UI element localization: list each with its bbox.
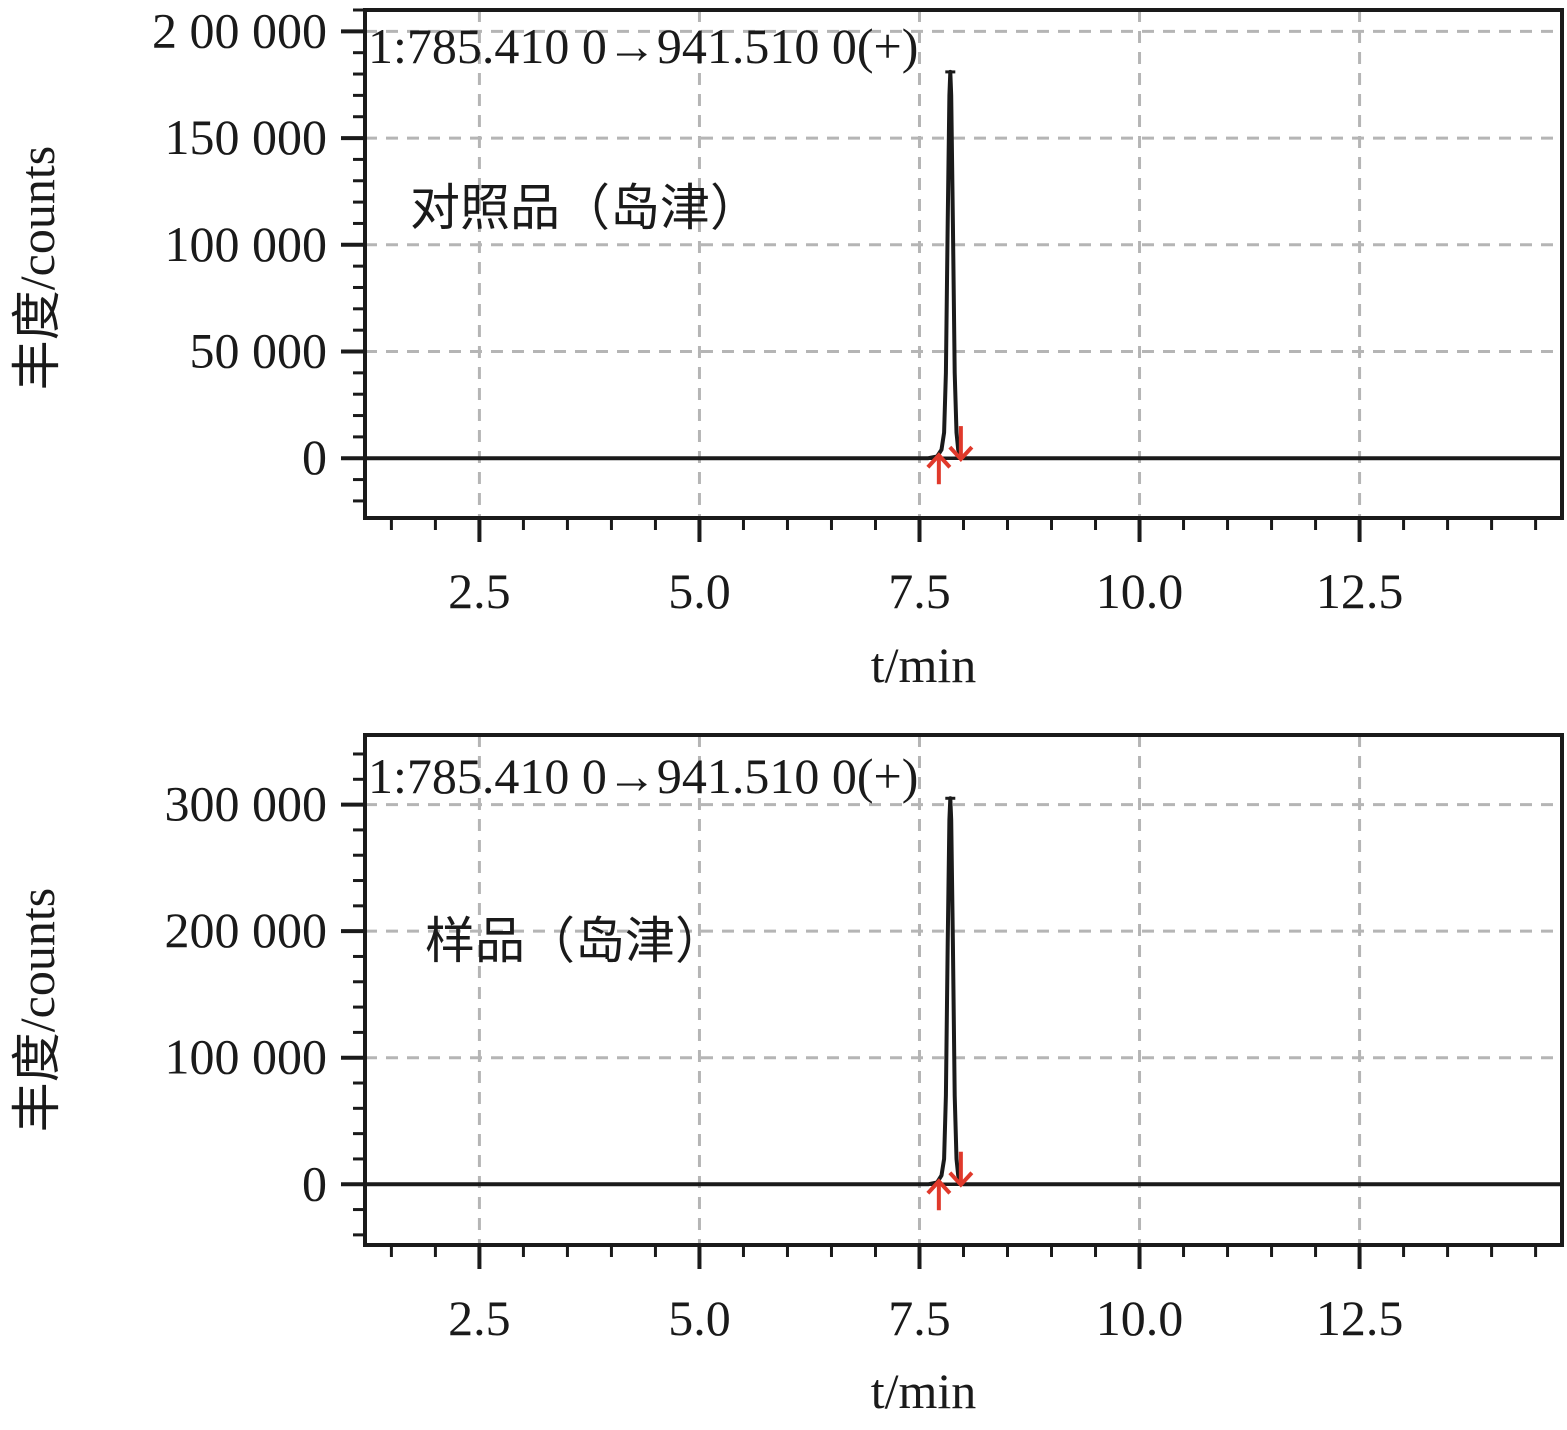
integration-marker-up — [926, 1178, 952, 1211]
y-tick-label: 0 — [302, 429, 327, 485]
x-axis-title: t/min — [871, 637, 977, 693]
marker-head — [926, 452, 952, 469]
transition-label: 1:785.410 0→941.510 0(+) — [368, 748, 918, 804]
y-axis-title: 丰度/counts — [9, 888, 65, 1132]
y-tick-label: 300 000 — [165, 776, 328, 832]
y-tick-label: 100 000 — [165, 216, 328, 272]
y-tick-label: 200 000 — [165, 902, 328, 958]
sample-annotation: 对照品（岛津） — [410, 180, 760, 236]
marker-head — [926, 1178, 952, 1195]
y-tick-label: 50 000 — [190, 323, 328, 379]
y-axis-title: 丰度/counts — [9, 146, 65, 390]
x-tick-label: 10.0 — [1096, 563, 1184, 619]
x-tick-label: 2.5 — [448, 1290, 511, 1346]
x-tick-label: 2.5 — [448, 563, 511, 619]
chromatogram-panel-sample: 0 100 000 200 000 300 000 2.5 5.0 7.5 10.0 12.5 t… — [9, 733, 1564, 1419]
chromatogram-trace — [365, 796, 1562, 1187]
chromatogram-panel-reference: 0 50 000 100 000 150 000 2 00 000 2.5 5.0 7.5 10… — [9, 2, 1564, 693]
x-tick-label: 12.5 — [1316, 1290, 1404, 1346]
integration-marker-down — [948, 1151, 974, 1188]
sample-annotation: 样品（岛津） — [425, 913, 725, 969]
x-tick-label: 5.0 — [668, 1290, 731, 1346]
x-tick-label: 5.0 — [668, 563, 731, 619]
y-tick-label: 150 000 — [165, 109, 328, 165]
plot-frame — [363, 8, 1564, 520]
transition-label: 1:785.410 0→941.510 0(+) — [368, 18, 918, 74]
y-tick-label: 0 — [302, 1155, 327, 1211]
x-tick-label: 7.5 — [888, 1290, 951, 1346]
x-tick-label: 12.5 — [1316, 563, 1404, 619]
integration-marker-up — [926, 452, 952, 485]
x-tick-label: 7.5 — [888, 563, 951, 619]
y-tick-label: 2 00 000 — [152, 2, 327, 58]
integration-marker-down — [948, 426, 974, 463]
y-tick-label: 100 000 — [165, 1029, 328, 1085]
chromatogram-trace — [365, 69, 1562, 461]
x-axis-title: t/min — [871, 1363, 977, 1419]
plot-frame — [363, 733, 1564, 1247]
x-tick-label: 10.0 — [1096, 1290, 1184, 1346]
marker-head — [948, 1171, 974, 1188]
marker-head — [948, 445, 974, 463]
